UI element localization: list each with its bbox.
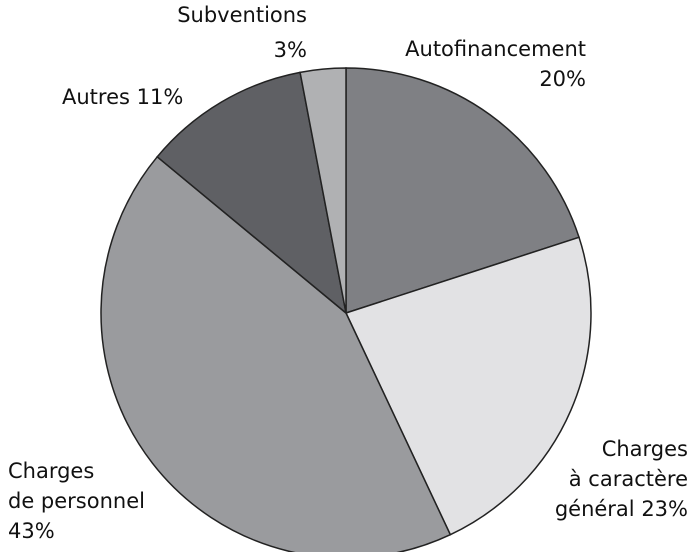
- slice-label: Autofinancement: [405, 37, 586, 61]
- value-label: 3%: [274, 38, 307, 62]
- value-label: 43%: [8, 519, 55, 543]
- slice-label: Charges à caractère général 23%: [555, 437, 688, 521]
- label-line: Charges: [602, 437, 688, 461]
- label-line: Autres: [62, 85, 137, 109]
- label-line: à caractère: [569, 467, 688, 491]
- pie-slice: [299, 67, 347, 314]
- label-line: général: [555, 497, 642, 521]
- value-label: 11%: [137, 85, 184, 109]
- pie-slice: [100, 155, 452, 552]
- slice-label: Charges de personnel: [8, 459, 145, 513]
- label-line: Charges: [8, 459, 94, 483]
- value-label: 23%: [641, 497, 688, 521]
- pie-slice: [344, 236, 592, 536]
- label-line: Subventions: [177, 3, 307, 27]
- label-line: Autofinancement: [405, 37, 586, 61]
- label-line: de personnel: [8, 489, 145, 513]
- slice-label: Autres 11%: [62, 85, 183, 109]
- pie-slice: [156, 71, 348, 315]
- pie-slice: [345, 67, 580, 315]
- slice-label: Subventions: [177, 3, 307, 27]
- value-label: 20%: [539, 67, 586, 91]
